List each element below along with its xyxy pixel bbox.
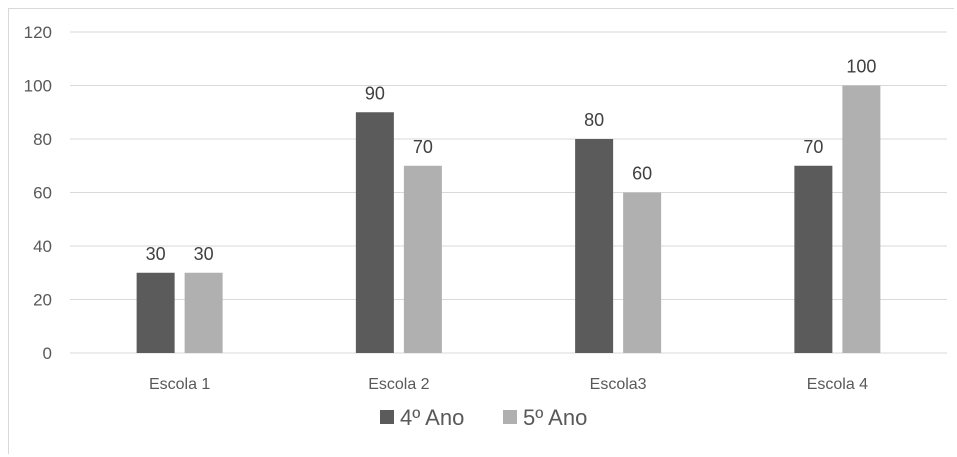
y-tick-label: 100 [24, 77, 52, 96]
y-tick-label: 20 [33, 291, 52, 310]
bars [136, 85, 881, 353]
bar-series-2 [403, 165, 442, 353]
x-axis-categories: Escola 1 Escola 2 Escola3 Escola 4 [149, 376, 868, 393]
x-category-label: Escola3 [590, 376, 647, 393]
bar-series-1 [575, 139, 614, 353]
legend-swatch [380, 410, 394, 424]
chart-frame [8, 8, 954, 454]
x-category-label: Escola 4 [807, 376, 868, 393]
data-label: 30 [194, 244, 214, 264]
bar-series-1 [136, 272, 175, 353]
bar-series-2 [184, 272, 223, 353]
data-label: 30 [146, 244, 166, 264]
data-label: 60 [632, 164, 652, 184]
x-category-label: Escola 1 [149, 376, 210, 393]
legend-label: 4º Ano [400, 405, 464, 430]
bar-series-2 [842, 85, 881, 353]
y-tick-label: 0 [43, 344, 52, 363]
y-tick-label: 80 [33, 130, 52, 149]
data-label: 70 [803, 137, 823, 157]
y-tick-label: 40 [33, 237, 52, 256]
data-labels: 30 30 90 70 80 60 70 100 [146, 57, 877, 264]
data-label: 70 [413, 137, 433, 157]
data-label: 100 [846, 57, 876, 77]
bar-series-2 [623, 192, 662, 353]
legend-label: 5º Ano [523, 405, 587, 430]
data-label: 90 [365, 83, 385, 103]
y-axis-ticks: 0 20 40 60 80 100 120 [24, 23, 52, 363]
data-label: 80 [584, 110, 604, 130]
bar-series-1 [794, 165, 833, 353]
y-tick-label: 120 [24, 23, 52, 42]
y-tick-label: 60 [33, 184, 52, 203]
legend: 4º Ano 5º Ano [380, 405, 587, 430]
x-category-label: Escola 2 [368, 376, 429, 393]
bar-series-1 [355, 112, 394, 353]
legend-swatch [503, 410, 517, 424]
